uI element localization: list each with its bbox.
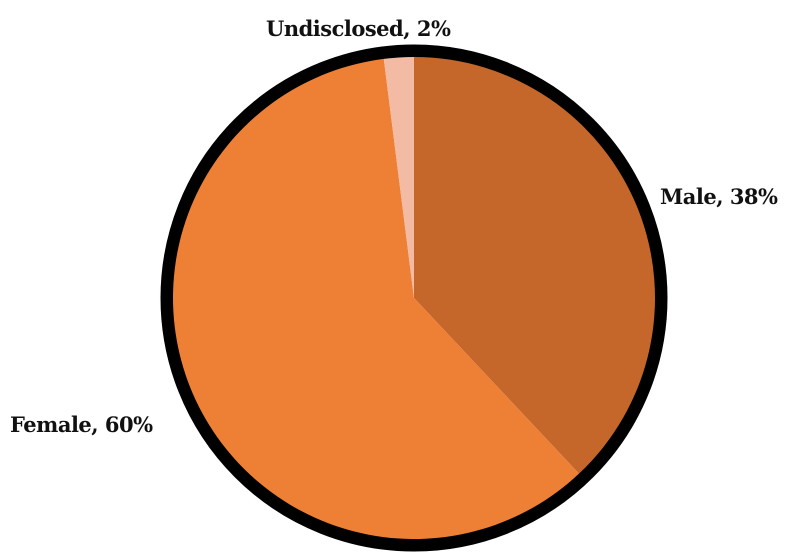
pie-slices <box>173 57 656 539</box>
pie-outline <box>160 44 668 552</box>
pie-slice-male <box>414 57 656 474</box>
slice-label-undisclosed: Undisclosed, 2% <box>266 16 451 41</box>
pie-slice-undisclosed <box>383 57 414 298</box>
slice-label-male: Male, 38% <box>660 184 778 209</box>
slice-label-female: Female, 60% <box>10 412 153 437</box>
pie-slice-female <box>173 58 579 539</box>
